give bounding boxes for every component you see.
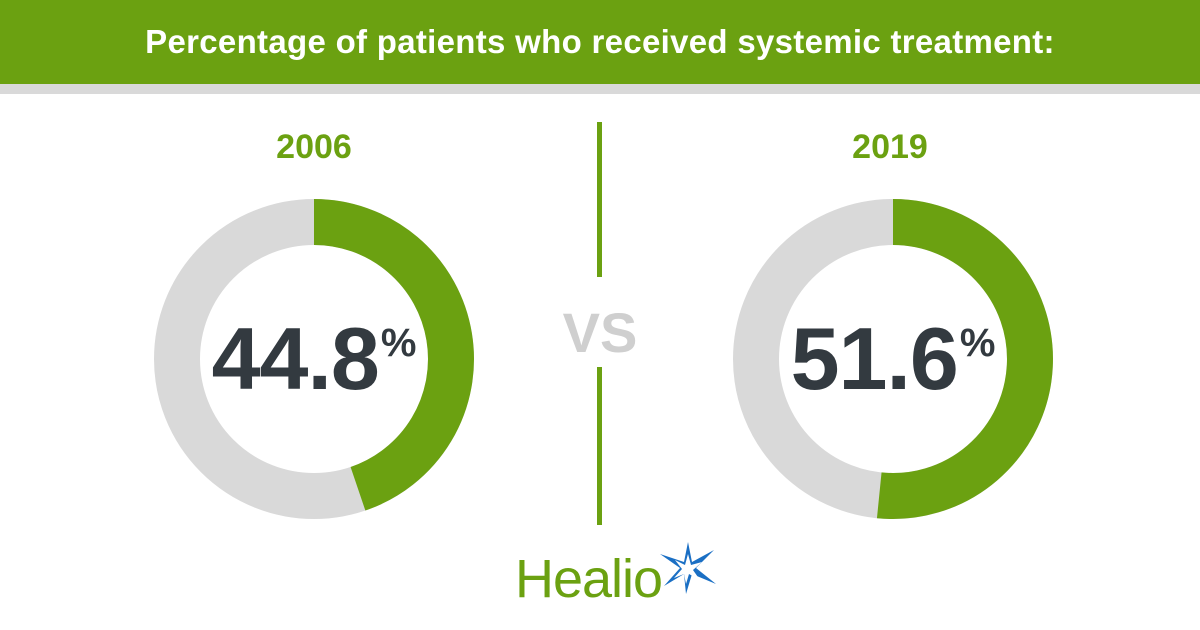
vs-label: VS [562,301,638,364]
donut-arc-2006 [313,199,474,511]
divider-line-top [597,122,602,277]
value-unit-2019: % [959,321,996,365]
star-icon-highlight [674,554,702,584]
page-title: Percentage of patients who received syst… [145,23,1055,60]
logo-text: Healio [515,549,663,609]
year-label-2006: 2006 [276,128,352,166]
center-value-2006: 44.8 % [154,199,474,519]
value-unit-2006: % [380,321,417,365]
header-banner: Percentage of patients who received syst… [0,0,1200,84]
donut-arc-2019 [876,199,1053,519]
divider-line-bottom [597,367,602,525]
header-rule [0,84,1200,94]
donut-chart-2019: 51.6 % [733,199,1053,519]
year-label-2019: 2019 [852,128,928,166]
value-number-2006: 44.8 [211,309,380,408]
star-icon [660,542,716,594]
donut-svg-2006 [154,199,474,519]
value-number-2019: 51.6 [790,309,959,408]
center-value-2019: 51.6 % [733,199,1053,519]
donut-chart-2006: 44.8 % [154,199,474,519]
healio-logo: Healio [515,540,716,610]
donut-svg-2019 [733,199,1053,519]
